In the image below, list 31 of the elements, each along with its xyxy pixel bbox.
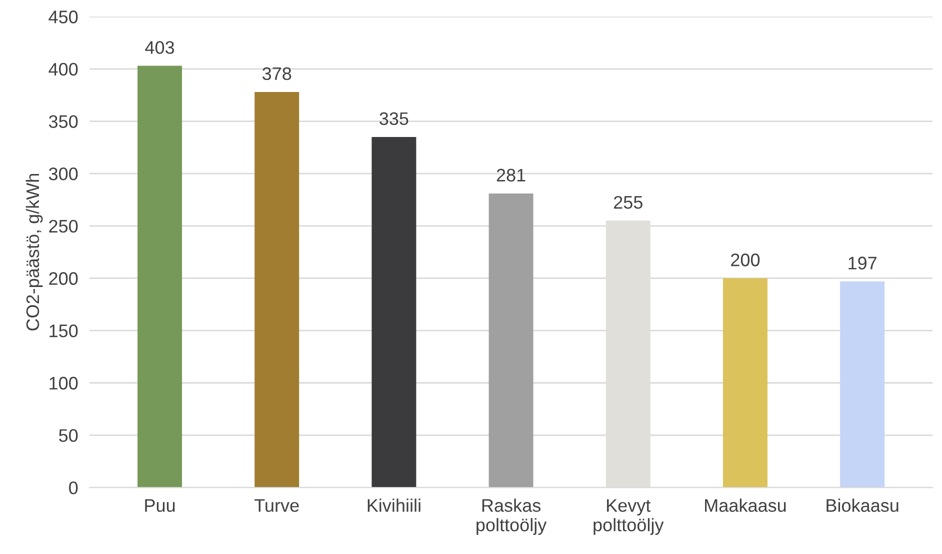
- bar: [138, 66, 182, 488]
- bar: [840, 281, 885, 488]
- y-tick-label: 150: [50, 324, 78, 338]
- y-tick-label: 0: [69, 481, 78, 494]
- data-label: 335: [380, 112, 408, 126]
- data-label: 378: [262, 67, 292, 80]
- bar: [722, 278, 768, 488]
- x-tick-label: Turve: [254, 499, 299, 512]
- x-tick-label: Biokaasu: [826, 498, 898, 512]
- x-tick-label: Maakaasu: [705, 498, 786, 512]
- x-tick-label: Kivihiili: [368, 498, 420, 512]
- x-tick-label: Puu: [145, 499, 175, 512]
- data-label: 403: [145, 41, 174, 54]
- y-tick-label: 200: [49, 272, 78, 285]
- data-label: 200: [731, 254, 760, 266]
- bar: [254, 92, 300, 488]
- y-tick-label: 450: [48, 10, 78, 24]
- y-tick-label: 400: [48, 62, 78, 76]
- x-tick-label: Kevyt polttoöljy: [594, 499, 664, 535]
- y-tick-label: 350: [48, 115, 78, 128]
- bar: [372, 136, 416, 488]
- data-label: 197: [848, 256, 876, 270]
- data-label: 255: [614, 196, 642, 209]
- data-label: 281: [496, 168, 526, 182]
- y-tick-label: 300: [48, 168, 78, 180]
- bar: [488, 193, 534, 488]
- y-tick-label: 250: [49, 220, 78, 233]
- x-tick-label: Raskas polttoöljy: [476, 498, 547, 535]
- y-tick-label: 50: [59, 429, 78, 442]
- y-axis-title: CO2-päästö, g/kWh: [26, 174, 43, 330]
- y-tick-label: 100: [50, 376, 78, 390]
